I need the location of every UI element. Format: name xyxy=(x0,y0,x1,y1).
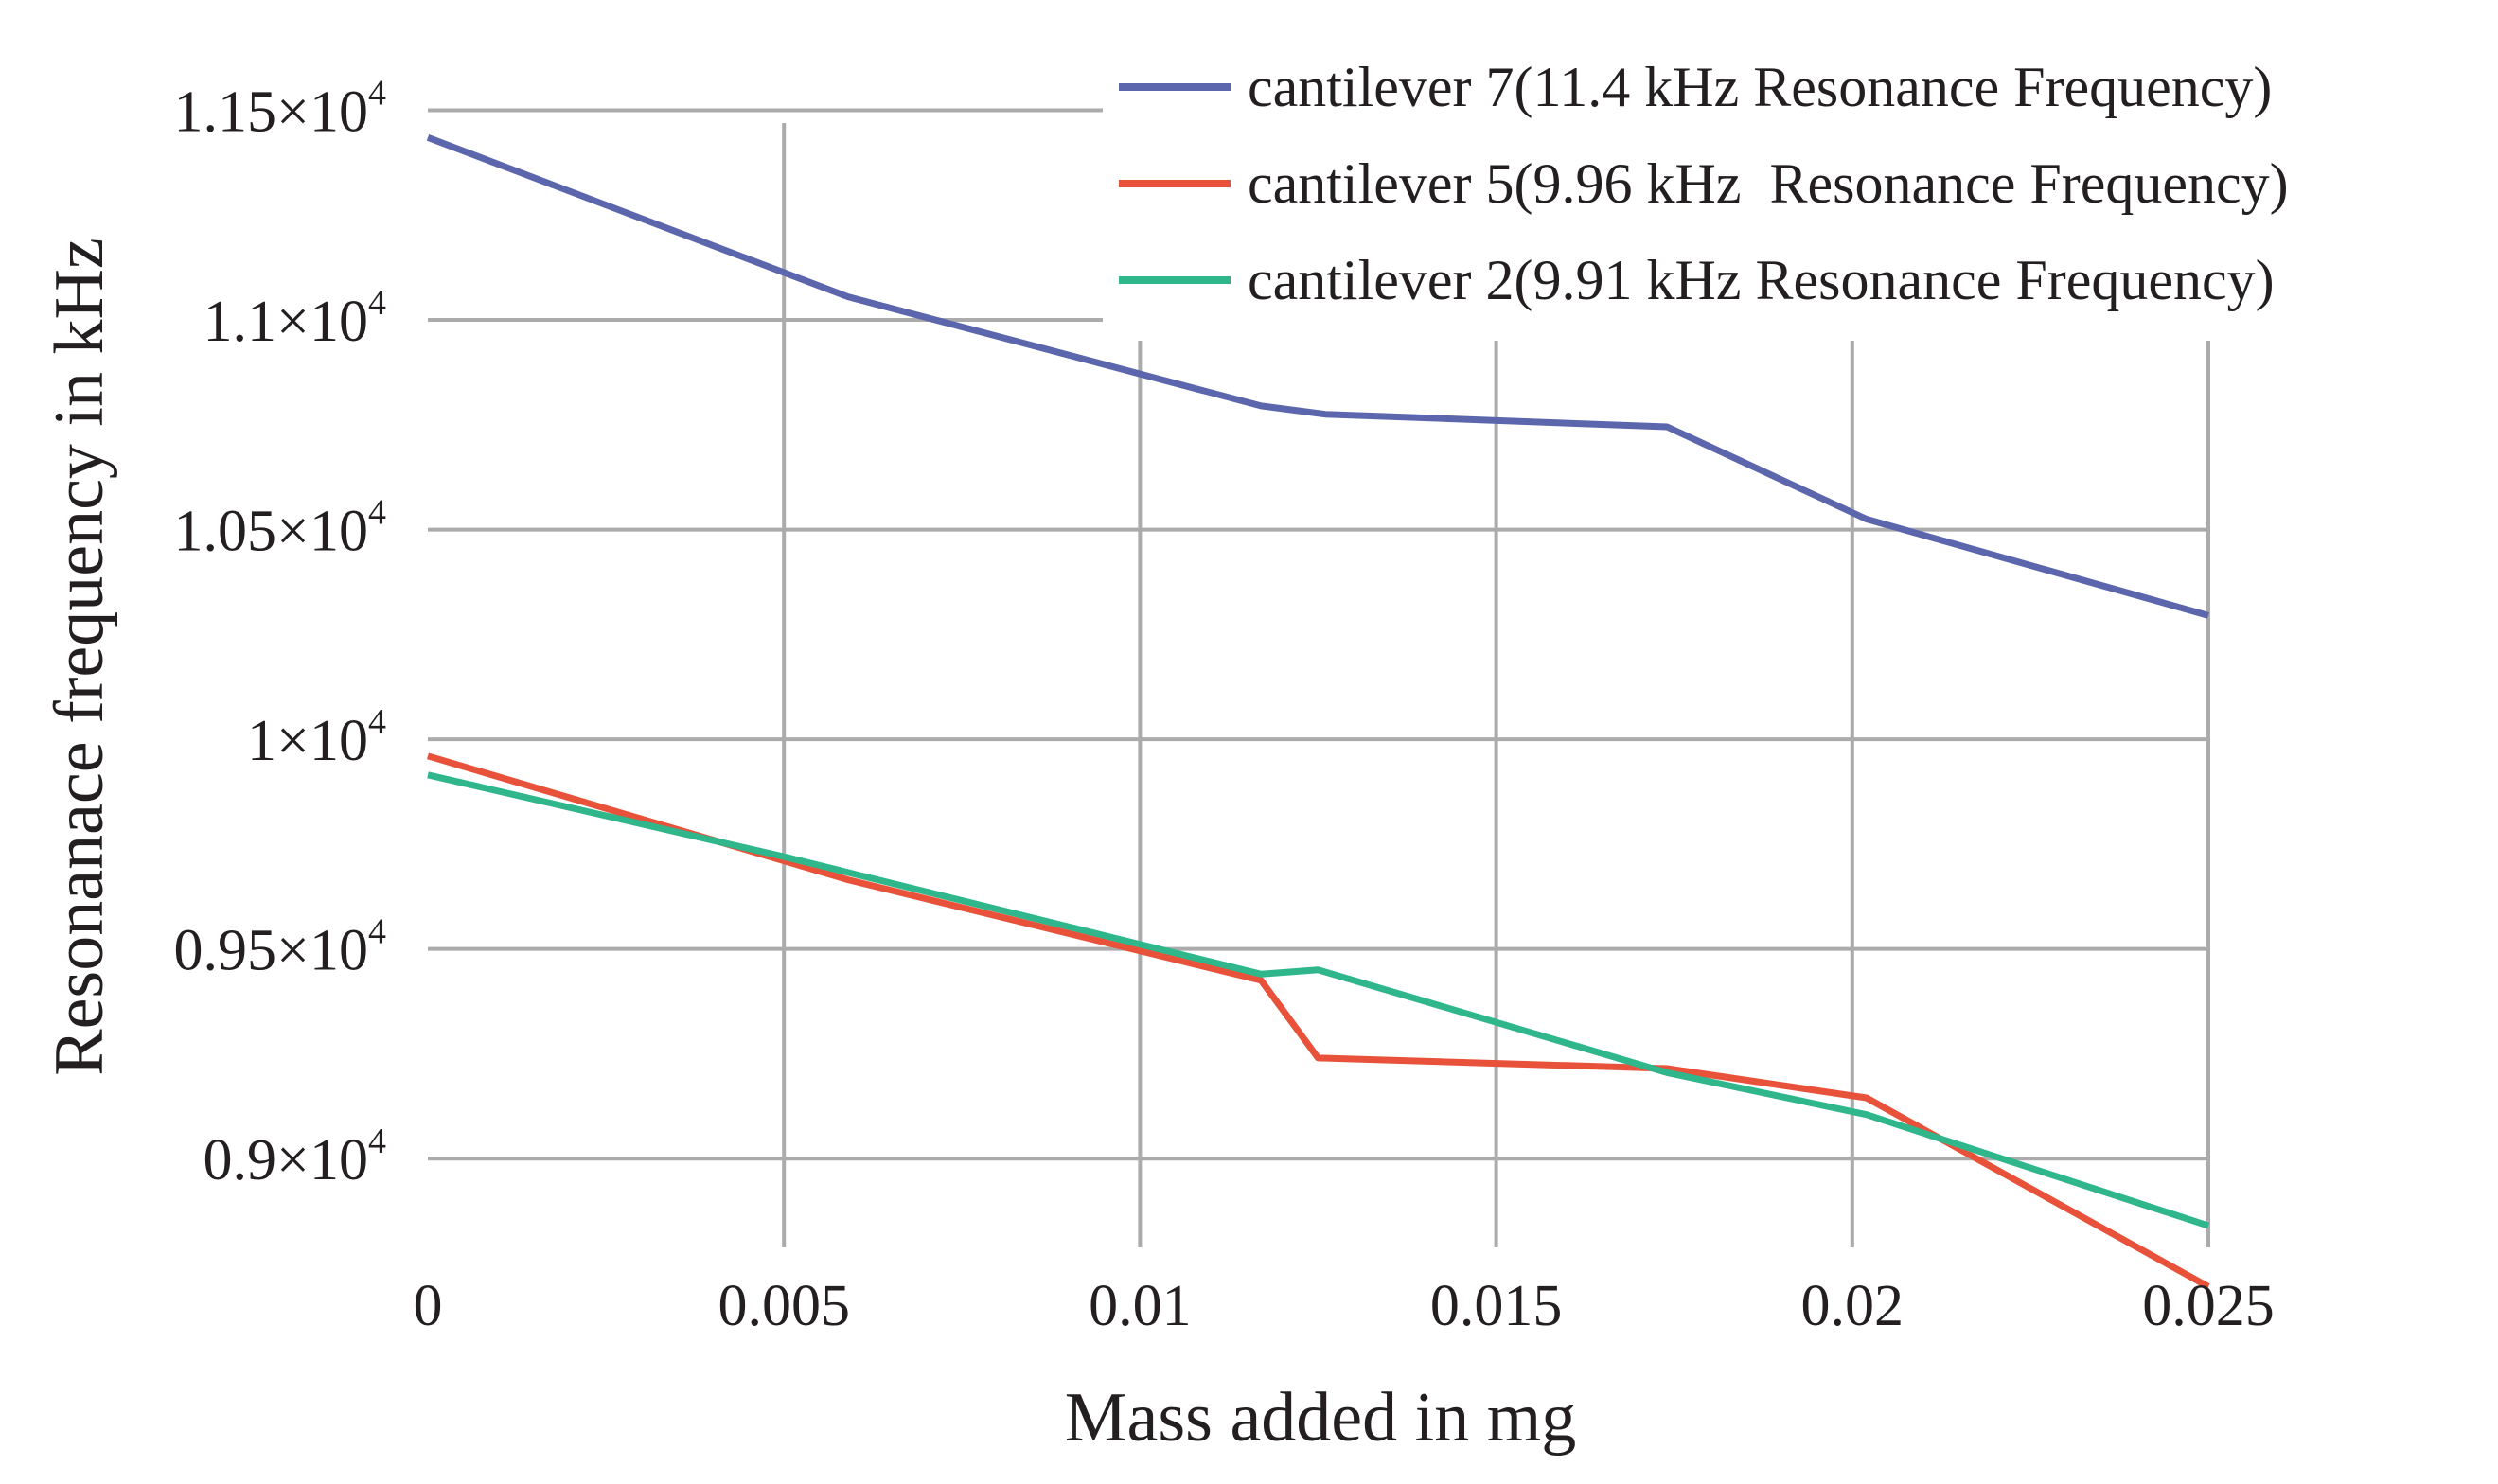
series-line-3 xyxy=(427,771,2210,1229)
legend-label-1: cantilever 7(11.4 kHz Resonance Frequenc… xyxy=(1248,56,2272,118)
y-tick-label: 0.9×104 xyxy=(204,1122,386,1192)
x-tick-label: 0.01 xyxy=(1089,1274,1192,1338)
legend-label-2: cantilever 5(9.96 kHz Resonance Frequenc… xyxy=(1248,152,2289,215)
legend-label-3: cantilever 2(9.91 kHz Resonance Frequenc… xyxy=(1248,249,2275,311)
x-tick-label: 0.02 xyxy=(1801,1274,1905,1338)
y-tick-label: 1.05×104 xyxy=(174,493,386,564)
x-tick-label: 0.025 xyxy=(2142,1274,2275,1338)
x-axis-title: Mass added in mg xyxy=(1065,1379,1577,1457)
y-tick-label: 1.1×104 xyxy=(204,283,386,354)
legend-background xyxy=(1103,38,2498,341)
x-tick-label: 0.015 xyxy=(1430,1274,1563,1338)
y-axis-title: Resonanace frequency in kHz xyxy=(41,238,118,1076)
series-line-2 xyxy=(427,752,2210,1290)
legend: cantilever 7(11.4 kHz Resonance Frequenc… xyxy=(1103,38,2498,341)
x-axis-tick-labels: 0 0.005 0.01 0.015 0.02 0.025 xyxy=(414,1274,2275,1338)
series-lines xyxy=(426,134,2210,1290)
y-tick-label: 1.15×104 xyxy=(174,73,386,144)
y-tick-label: 0.95×104 xyxy=(174,912,386,983)
series-line-1 xyxy=(426,134,2209,619)
y-tick-label: 1×104 xyxy=(247,702,386,773)
x-tick-label: 0.005 xyxy=(718,1274,850,1338)
x-tick-label: 0 xyxy=(414,1274,443,1338)
y-axis-tick-labels: 0.9×104 0.95×104 1×104 1.05×104 1.1×104 1.15×… xyxy=(174,73,386,1192)
